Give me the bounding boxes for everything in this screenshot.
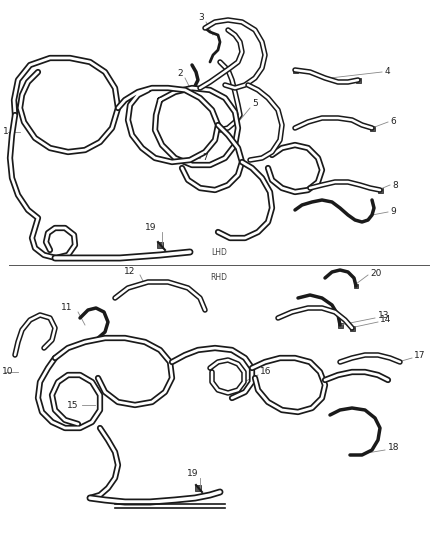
Text: LHD: LHD	[211, 248, 227, 257]
Text: 13: 13	[378, 311, 389, 320]
Text: 10: 10	[2, 367, 14, 376]
Text: RHD: RHD	[211, 273, 227, 282]
Bar	[293, 68, 297, 72]
Bar	[378, 188, 382, 192]
Text: 6: 6	[390, 117, 396, 126]
Text: 14: 14	[380, 316, 392, 325]
Text: 19: 19	[145, 223, 156, 232]
Text: 11: 11	[60, 303, 72, 312]
Bar	[370, 125, 374, 131]
Text: 16: 16	[260, 367, 272, 376]
Text: 5: 5	[252, 100, 258, 109]
Text: 9: 9	[390, 207, 396, 216]
Text: 12: 12	[124, 266, 135, 276]
Text: 3: 3	[198, 13, 204, 22]
Text: 1: 1	[3, 127, 9, 136]
Text: 2: 2	[177, 69, 183, 77]
Text: 18: 18	[388, 443, 399, 453]
Bar	[356, 77, 360, 83]
Bar	[195, 485, 201, 491]
Bar	[338, 322, 343, 327]
Bar	[350, 326, 354, 330]
Text: 8: 8	[392, 181, 398, 190]
Text: 19: 19	[187, 470, 198, 479]
Bar	[157, 242, 163, 248]
Text: 7: 7	[202, 154, 208, 163]
Text: 20: 20	[370, 269, 381, 278]
Bar	[354, 284, 358, 288]
Text: 17: 17	[414, 351, 425, 360]
Text: 4: 4	[385, 68, 391, 77]
Text: 15: 15	[67, 400, 78, 409]
